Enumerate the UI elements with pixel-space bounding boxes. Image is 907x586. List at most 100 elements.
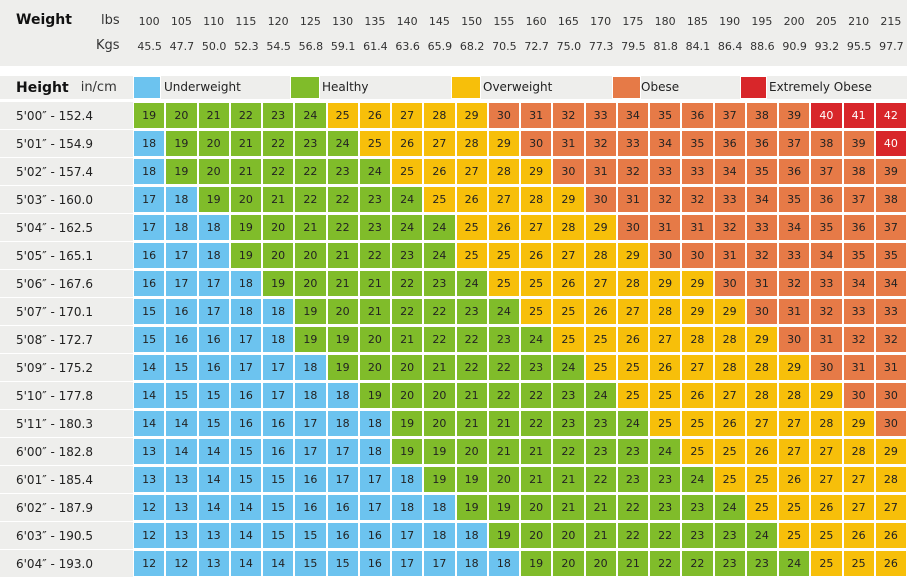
bmi-cell: 29	[810, 382, 843, 409]
bmi-cell: 20	[552, 522, 585, 549]
bmi-cell: 24	[455, 270, 488, 297]
bmi-cell: 27	[842, 466, 875, 493]
bmi-cell: 15	[165, 382, 198, 409]
lbs-tick-label: 145	[428, 15, 450, 28]
bmi-cell: 25	[810, 522, 843, 549]
bmi-cell: 16	[358, 550, 391, 577]
bmi-cell: 12	[133, 550, 166, 577]
kgs-tick-label: 88.6	[750, 40, 775, 53]
bmi-cell: 20	[326, 298, 359, 325]
bmi-cell: 19	[262, 270, 295, 297]
bmi-cell: 23	[584, 410, 617, 437]
kgs-tick-label: 75.0	[556, 40, 582, 53]
height-units-label: in/cm	[80, 80, 117, 95]
bmi-cell: 28	[681, 326, 714, 353]
bmi-cell: 17	[294, 410, 327, 437]
bmi-cell: 18	[358, 438, 391, 465]
legend-label-extremely-obese: Extremely Obese	[769, 80, 872, 94]
bmi-cell: 24	[778, 550, 811, 577]
bmi-cell: 17	[326, 438, 359, 465]
bmi-cell: 23	[584, 438, 617, 465]
bmi-cell: 25	[326, 102, 359, 129]
bmi-cell: 27	[520, 214, 553, 241]
bmi-cell: 15	[197, 410, 230, 437]
bmi-cell: 25	[713, 466, 746, 493]
bmi-cell: 24	[326, 130, 359, 157]
legend-swatch-overweight	[451, 76, 481, 99]
bmi-cell: 23	[649, 466, 682, 493]
lbs-tick-label: 210	[848, 15, 870, 28]
bmi-cell: 36	[842, 214, 875, 241]
bmi-cell: 14	[165, 410, 198, 437]
bmi-cell: 30	[681, 242, 714, 269]
bmi-cell: 17	[165, 270, 198, 297]
height-row-label: 5'09″ - 175.2	[0, 354, 133, 381]
lbs-tick-label: 155	[493, 15, 515, 28]
bmi-cell: 23	[294, 130, 327, 157]
bmi-cell: 27	[552, 242, 585, 269]
bmi-cell: 23	[358, 186, 391, 213]
bmi-cell: 26	[681, 382, 714, 409]
bmi-cell: 19	[165, 158, 198, 185]
bmi-cell: 32	[616, 158, 649, 185]
bmi-cell: 22	[649, 522, 682, 549]
bmi-cell: 22	[391, 298, 424, 325]
bmi-cell: 42	[874, 102, 907, 129]
bmi-cell: 28	[487, 158, 520, 185]
bmi-cell: 27	[649, 326, 682, 353]
kgs-tick-label: 59.1	[330, 40, 356, 53]
bmi-cell: 21	[229, 130, 262, 157]
bmi-cell: 25	[778, 494, 811, 521]
bmi-cell: 28	[842, 438, 875, 465]
bmi-cell: 17	[197, 298, 230, 325]
kgs-tick-label: 63.6	[395, 40, 420, 53]
kgs-tick-label: 84.1	[685, 40, 711, 53]
bmi-cell: 29	[455, 102, 488, 129]
bmi-cell: 25	[649, 410, 682, 437]
bmi-cell: 18	[262, 326, 295, 353]
bmi-cell: 34	[713, 158, 746, 185]
bmi-cell: 34	[810, 242, 843, 269]
bmi-cell: 15	[133, 298, 166, 325]
bmi-cell: 20	[197, 130, 230, 157]
bmi-cell: 30	[487, 102, 520, 129]
bmi-cell: 30	[520, 130, 553, 157]
kgs-tick-label: 54.5	[266, 40, 291, 53]
bmi-cell: 13	[197, 522, 230, 549]
bmi-cell: 18	[391, 494, 424, 521]
bmi-cell: 25	[455, 242, 488, 269]
bmi-cell: 24	[423, 214, 456, 241]
bmi-cell: 27	[778, 410, 811, 437]
bmi-cell: 19	[229, 242, 262, 269]
bmi-cell: 19	[326, 354, 359, 381]
bmi-cell: 26	[745, 438, 778, 465]
bmi-cell: 15	[262, 466, 295, 493]
bmi-cell: 18	[165, 214, 198, 241]
header-values-bg	[133, 0, 907, 66]
bmi-cell: 14	[197, 494, 230, 521]
bmi-cell: 30	[874, 382, 907, 409]
bmi-cell: 30	[584, 186, 617, 213]
bmi-cell: 21	[326, 242, 359, 269]
bmi-cell: 18	[133, 130, 166, 157]
bmi-cell: 28	[745, 354, 778, 381]
bmi-cell: 24	[423, 242, 456, 269]
kgs-tick-label: 77.3	[588, 40, 614, 53]
bmi-cell: 25	[520, 270, 553, 297]
bmi-cell: 20	[294, 270, 327, 297]
bmi-cell: 24	[649, 438, 682, 465]
kgs-tick-label: 70.5	[492, 40, 517, 53]
header-left-bg	[0, 0, 133, 66]
bmi-cell: 25	[520, 298, 553, 325]
lbs-tick-label: 180	[654, 15, 676, 28]
bmi-cell: 31	[842, 354, 875, 381]
bmi-cell: 16	[294, 466, 327, 493]
lbs-tick-label: 130	[332, 15, 354, 28]
bmi-cell: 30	[745, 298, 778, 325]
bmi-cell: 24	[391, 214, 424, 241]
bmi-cell: 18	[326, 382, 359, 409]
bmi-cell: 22	[487, 354, 520, 381]
bmi-cell: 16	[197, 354, 230, 381]
bmi-cell: 32	[778, 270, 811, 297]
bmi-cell: 21	[552, 494, 585, 521]
